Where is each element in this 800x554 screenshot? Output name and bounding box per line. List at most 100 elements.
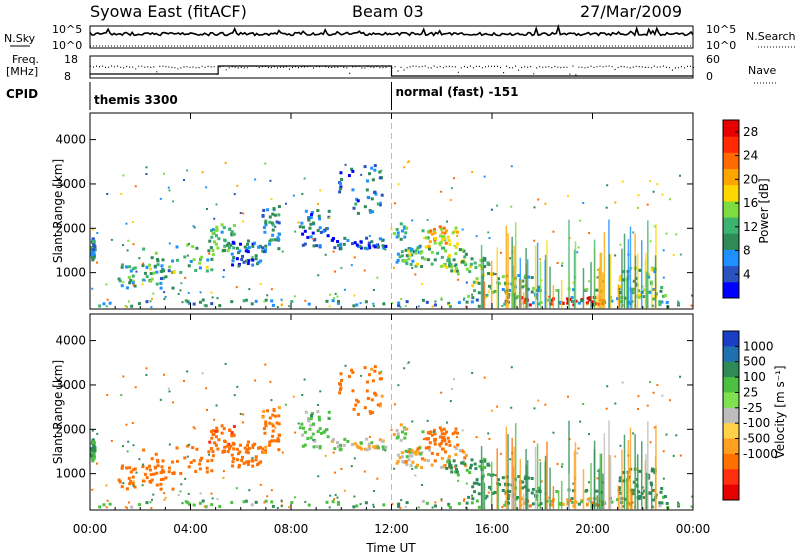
- power-cell: [566, 301, 570, 305]
- power-cell: [251, 255, 254, 258]
- power-cell: [677, 300, 680, 303]
- freq-tick-top: 18: [64, 53, 78, 66]
- power-cell: [354, 202, 358, 206]
- power-cell: [250, 302, 254, 306]
- power-cell: [407, 249, 411, 253]
- nsky-frame: [89, 25, 694, 49]
- power-cell: [232, 223, 236, 227]
- velocity-cell: [464, 464, 468, 468]
- velocity-cell: [434, 437, 438, 441]
- power-cell: [226, 249, 230, 253]
- velocity-cell: [272, 408, 276, 412]
- power-colorbar-swatch: [723, 136, 739, 153]
- velocity-cell: [232, 433, 236, 437]
- power-cell: [409, 263, 413, 267]
- power-cell: [316, 228, 320, 232]
- velocity-streak: [557, 490, 560, 510]
- power-cell: [261, 246, 265, 250]
- velocity-cell: [275, 421, 279, 425]
- power-cell: [340, 177, 344, 181]
- velocity-cell: [447, 502, 451, 506]
- velocity-cell: [261, 447, 265, 451]
- velocity-cell: [311, 432, 315, 436]
- power-cell: [350, 242, 354, 246]
- velocity-cell: [228, 428, 232, 432]
- power-cell: [649, 280, 653, 284]
- power-cell: [353, 256, 356, 259]
- power-streak: [623, 233, 626, 309]
- velocity-cell: [168, 443, 171, 446]
- power-cell: [266, 294, 269, 297]
- power-streak: [552, 285, 555, 309]
- velocity-cell: [649, 441, 652, 444]
- velocity-cell: [339, 372, 343, 376]
- velocity-cell: [110, 439, 113, 442]
- velocity-cell: [214, 443, 218, 447]
- velocity-cell: [277, 406, 281, 410]
- power-cell: [393, 266, 396, 269]
- velocity-cell: [264, 420, 268, 424]
- power-cell: [474, 266, 478, 270]
- velocity-cell: [396, 435, 400, 439]
- power-streak: [496, 247, 498, 309]
- velocity-cell: [427, 448, 431, 452]
- velocity-cell: [163, 499, 166, 502]
- velocity-cell: [404, 449, 408, 453]
- velocity-cell: [537, 486, 541, 490]
- velocity-cell: [400, 451, 404, 455]
- velocity-streak: [525, 448, 527, 510]
- power-cell: [210, 257, 214, 261]
- velocity-cell: [143, 480, 146, 483]
- power-cell: [391, 302, 394, 305]
- power-cell: [312, 244, 316, 248]
- velocity-cell: [137, 503, 141, 507]
- y-tick-label: 3000: [55, 378, 86, 392]
- velocity-cell: [315, 445, 319, 449]
- power-cell: [270, 198, 273, 201]
- power-cell: [398, 255, 402, 259]
- power-cell: [239, 242, 243, 246]
- power-cell: [222, 269, 225, 272]
- velocity-streak: [496, 448, 498, 510]
- power-cell: [384, 244, 388, 248]
- power-cell: [331, 299, 335, 303]
- velocity-cell: [343, 489, 346, 492]
- power-cell: [235, 257, 239, 261]
- velocity-cell: [378, 438, 382, 442]
- freq-tick-bottom: 8: [64, 70, 71, 83]
- power-cell: [276, 236, 280, 240]
- velocity-cell: [649, 381, 652, 384]
- power-cell: [544, 202, 547, 205]
- velocity-cell: [409, 450, 413, 454]
- velocity-cell: [120, 466, 124, 470]
- power-cell: [400, 298, 403, 301]
- velocity-cell: [530, 491, 534, 495]
- power-cell: [192, 225, 195, 228]
- power-cell: [468, 265, 472, 269]
- power-cell: [360, 173, 363, 176]
- velocity-cell: [240, 458, 244, 462]
- power-cell: [229, 243, 233, 247]
- velocity-cell: [254, 455, 258, 459]
- power-cell: [271, 223, 275, 227]
- x-tick-label: 16:00: [475, 522, 510, 536]
- power-cell: [537, 285, 541, 289]
- velocity-cell: [268, 421, 272, 425]
- velocity-cell: [210, 503, 214, 507]
- velocity-cell: [342, 443, 346, 447]
- velocity-cell: [231, 464, 235, 468]
- power-cell: [439, 234, 443, 238]
- power-cell: [152, 271, 156, 275]
- velocity-cell: [407, 361, 410, 364]
- velocity-cell: [393, 467, 396, 470]
- power-cell: [134, 185, 137, 188]
- velocity-cell: [258, 445, 262, 449]
- velocity-cell: [274, 426, 277, 429]
- velocity-cell: [124, 505, 127, 508]
- power-cell: [462, 249, 466, 253]
- power-cell: [91, 228, 94, 231]
- power-cell: [453, 244, 456, 247]
- power-cell: [679, 174, 682, 177]
- power-cell: [395, 227, 399, 231]
